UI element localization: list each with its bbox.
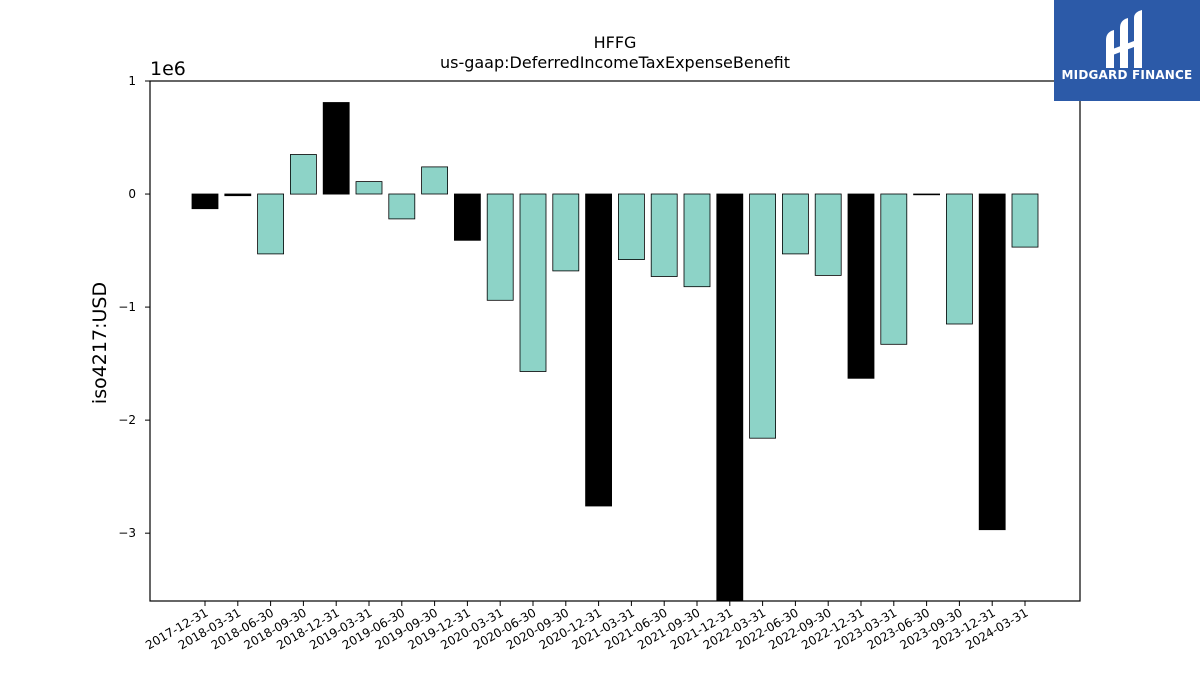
midgard-finance-logo: MIDGARD FINANCE	[1054, 0, 1200, 101]
plot-frame	[149, 80, 1081, 602]
bar-2018-06-30	[257, 193, 285, 255]
bar-2022-06-30	[782, 193, 809, 255]
bar-2023-06-30	[913, 193, 940, 196]
bar-2022-03-31	[749, 193, 776, 439]
bar-2023-12-31	[978, 193, 1006, 531]
bar-2018-03-31	[224, 193, 252, 197]
bar-2024-03-31	[1011, 193, 1039, 248]
bar-2022-09-30	[814, 193, 842, 276]
y-axis: 1 0 −1 −2 −3	[118, 74, 150, 540]
midgard-logo-icon	[1106, 10, 1142, 68]
bar-2022-12-31	[847, 193, 875, 379]
bar-2020-03-31	[486, 193, 514, 301]
bar-2021-03-31	[618, 193, 645, 260]
bar-2019-12-31	[453, 193, 481, 241]
bar-2023-03-31	[880, 193, 908, 345]
bar-2018-09-30	[289, 154, 317, 195]
bar-2019-03-31	[355, 181, 383, 195]
y-axis-label: iso4217:USD	[89, 282, 111, 404]
y-multiplier-label: 1e6	[150, 58, 186, 80]
x-axis: 2017-12-312018-03-312018-06-302018-09-30…	[143, 601, 1031, 652]
chart-title: HFFG	[594, 33, 637, 52]
bar-2020-06-30	[519, 193, 547, 372]
bar-2021-12-31	[716, 193, 744, 602]
y-tick-label: −3	[118, 526, 136, 540]
y-tick-label: −1	[118, 300, 136, 314]
bars-layer	[191, 102, 1039, 602]
chart-subtitle: us-gaap:DeferredIncomeTaxExpenseBenefit	[440, 53, 790, 72]
y-tick-label: 1	[128, 74, 136, 88]
y-tick-label: −2	[118, 413, 136, 427]
bar-2023-09-30	[946, 193, 973, 325]
bar-2021-09-30	[683, 193, 711, 288]
bar-2020-09-30	[552, 193, 580, 272]
bar-2017-12-31	[191, 193, 219, 210]
bar-2021-06-30	[650, 193, 678, 277]
logo-text: MIDGARD FINANCE	[1061, 68, 1193, 82]
bar-2019-06-30	[388, 193, 416, 220]
y-tick-label: 0	[128, 187, 136, 201]
bar-2018-12-31	[322, 102, 350, 195]
bar-2019-09-30	[421, 166, 449, 195]
bar-2020-12-31	[585, 193, 612, 507]
